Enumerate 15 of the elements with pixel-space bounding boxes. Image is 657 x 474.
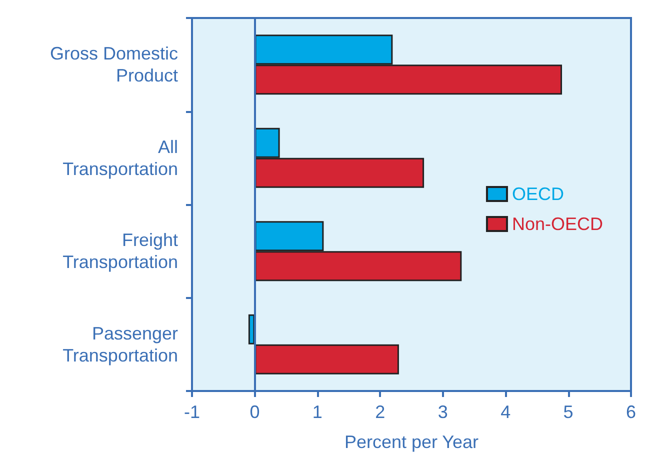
legend-label: OECD	[512, 184, 564, 204]
x-tick-label: 6	[626, 402, 636, 422]
x-axis-title: Percent per Year	[344, 432, 479, 452]
y-tick-label: Gross Domestic Product	[50, 44, 178, 86]
y-tick-label: Passenger Transportation	[62, 323, 178, 366]
x-tick-label: 0	[250, 402, 260, 422]
y-tick-label: All Transportation	[62, 136, 178, 179]
x-tick-label: 1	[312, 402, 322, 422]
legend-label: Non-OECD	[512, 214, 604, 234]
x-tick-label: 4	[500, 402, 511, 422]
y-tick-label: Freight Transportation	[62, 230, 178, 272]
x-tick-label: 2	[375, 402, 386, 422]
x-tick-label: 3	[438, 402, 448, 422]
x-tick-label: -1	[184, 402, 200, 422]
x-tick-label: 5	[563, 402, 574, 422]
